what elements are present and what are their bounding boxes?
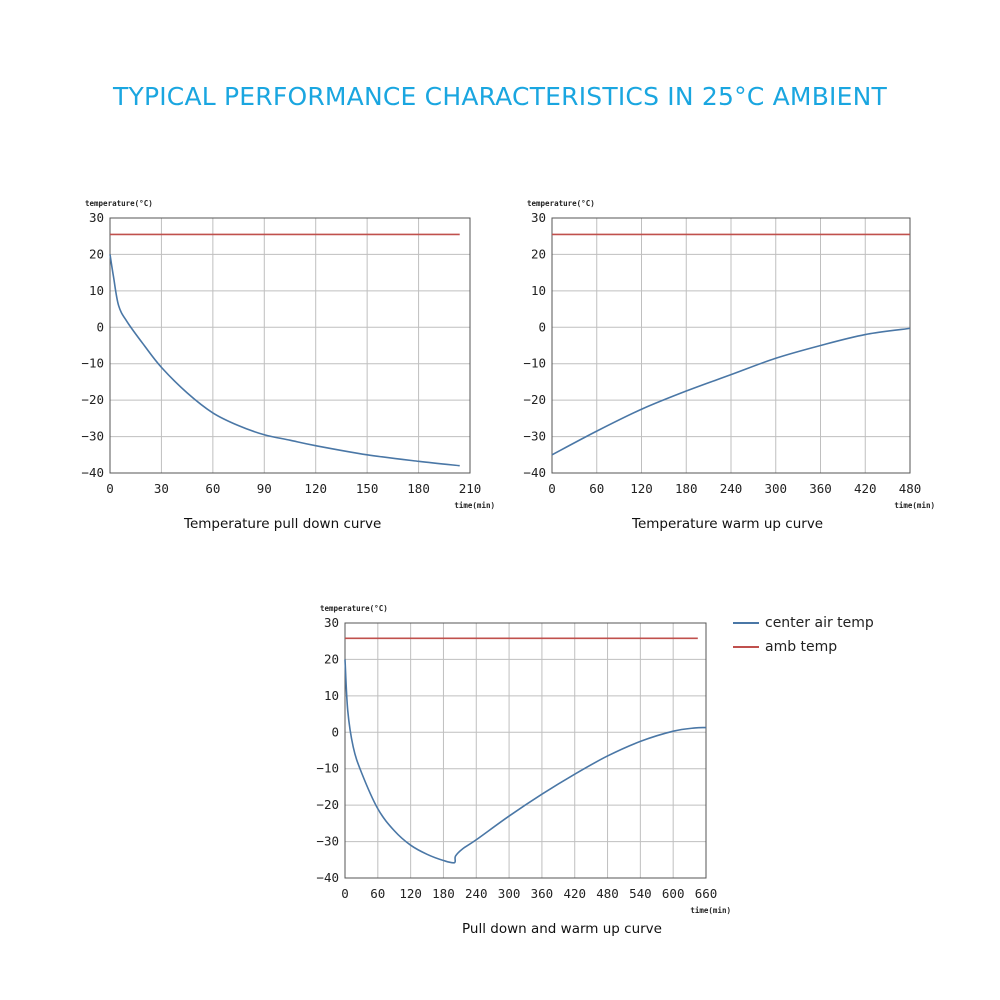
- legend-label-amb: amb temp: [765, 639, 838, 655]
- c3-x-tick-2: 120: [399, 886, 422, 901]
- c1-y-tick-5: −20: [81, 392, 104, 407]
- c3-y-axis-title: temperature(°C): [320, 604, 388, 613]
- c1-x-tick-6: 180: [407, 481, 430, 496]
- c2-series-center-air-temp: [551, 327, 911, 456]
- c1-y-tick-2: 10: [89, 283, 104, 298]
- c2-x-axis-title: time(min): [894, 501, 935, 510]
- c2-y-tick-0: 30: [531, 210, 546, 225]
- pull-down-chart: 0 30 60 90 120 150 180 210 30 20 10 0 −10 −20 −30 −40 te…: [81, 199, 495, 510]
- legend-item-center-air: center air temp: [733, 611, 874, 635]
- c1-y-tick-7: −40: [81, 465, 104, 480]
- c1-x-tick-3: 90: [257, 481, 272, 496]
- c1-x-tick-4: 120: [304, 481, 327, 496]
- c2-y-tick-3: 0: [538, 319, 546, 334]
- c1-x-tick-1: 30: [154, 481, 169, 496]
- c3-x-tick-0: 0: [341, 886, 349, 901]
- c3-x-tick-10: 600: [662, 886, 685, 901]
- legend-label-center-air: center air temp: [765, 615, 874, 631]
- c2-x-tick-0: 0: [548, 481, 556, 496]
- c2-y-tick-4: −10: [523, 356, 546, 371]
- c1-y-axis-title: temperature(°C): [85, 199, 153, 208]
- c1-y-tick-1: 20: [89, 246, 104, 261]
- c2-x-tick-1: 60: [589, 481, 604, 496]
- c1-x-axis-title: time(min): [454, 501, 495, 510]
- page-title: TYPICAL PERFORMANCE CHARACTERISTICS IN 2…: [113, 82, 887, 111]
- c2-x-tick-4: 240: [720, 481, 743, 496]
- c3-y-tick-3: 0: [331, 724, 339, 739]
- c1-series-center-air-temp: [109, 254, 460, 467]
- legend: center air temp amb temp: [733, 611, 874, 659]
- c3-y-tick-5: −20: [316, 797, 339, 812]
- c2-plot-frame: [551, 217, 911, 474]
- c3-x-tick-4: 240: [465, 886, 488, 901]
- c3-x-tick-9: 540: [629, 886, 652, 901]
- c3-x-tick-3: 180: [432, 886, 455, 901]
- c3-x-tick-8: 480: [596, 886, 619, 901]
- c3-y-tick-4: −10: [316, 761, 339, 776]
- legend-item-amb: amb temp: [733, 635, 874, 659]
- warm-up-chart: 0 60 120 180 240 300 360 420 480 30 20 10 0 −10 −20 −30…: [523, 199, 935, 510]
- legend-swatch-amb: [733, 646, 759, 648]
- c2-x-tick-7: 420: [854, 481, 877, 496]
- c2-x-tick-3: 180: [675, 481, 698, 496]
- c1-plot-frame: [109, 217, 471, 474]
- c2-x-tick-8: 480: [899, 481, 922, 496]
- c1-y-tick-3: 0: [96, 319, 104, 334]
- c2-y-tick-5: −20: [523, 392, 546, 407]
- c3-series-center-air-temp: [344, 659, 707, 864]
- c3-x-tick-11: 660: [695, 886, 718, 901]
- c2-y-tick-7: −40: [523, 465, 546, 480]
- c3-y-tick-1: 20: [324, 651, 339, 666]
- c3-x-tick-6: 360: [531, 886, 554, 901]
- c2-y-tick-6: −30: [523, 429, 546, 444]
- pull-down-warm-up-chart: 0 60 120 180 240 300 360 420 480 540 600 660 30 20 10 0…: [316, 604, 731, 915]
- c1-x-tick-5: 150: [356, 481, 379, 496]
- c2-y-tick-1: 20: [531, 246, 546, 261]
- legend-swatch-center-air: [733, 622, 759, 624]
- c3-y-tick-0: 30: [324, 615, 339, 630]
- c1-y-tick-4: −10: [81, 356, 104, 371]
- c3-x-tick-7: 420: [563, 886, 586, 901]
- c2-x-tick-5: 300: [764, 481, 787, 496]
- c3-y-tick-2: 10: [324, 688, 339, 703]
- pull-down-caption: Temperature pull down curve: [184, 516, 382, 532]
- c1-x-tick-2: 60: [205, 481, 220, 496]
- c3-x-tick-1: 60: [370, 886, 385, 901]
- c3-plot-frame: [344, 622, 707, 879]
- c1-y-tick-6: −30: [81, 429, 104, 444]
- c2-y-tick-2: 10: [531, 283, 546, 298]
- c3-x-axis-title: time(min): [690, 906, 731, 915]
- c3-x-tick-5: 300: [498, 886, 521, 901]
- pull-down-warm-up-caption: Pull down and warm up curve: [462, 921, 662, 937]
- c2-y-axis-title: temperature(°C): [527, 199, 595, 208]
- c2-x-tick-2: 120: [630, 481, 653, 496]
- c3-y-tick-7: −40: [316, 870, 339, 885]
- c3-y-tick-6: −30: [316, 834, 339, 849]
- warm-up-caption: Temperature warm up curve: [632, 516, 824, 532]
- c1-x-tick-0: 0: [106, 481, 114, 496]
- c1-y-tick-0: 30: [89, 210, 104, 225]
- c1-x-tick-7: 210: [459, 481, 482, 496]
- c2-x-tick-6: 360: [809, 481, 832, 496]
